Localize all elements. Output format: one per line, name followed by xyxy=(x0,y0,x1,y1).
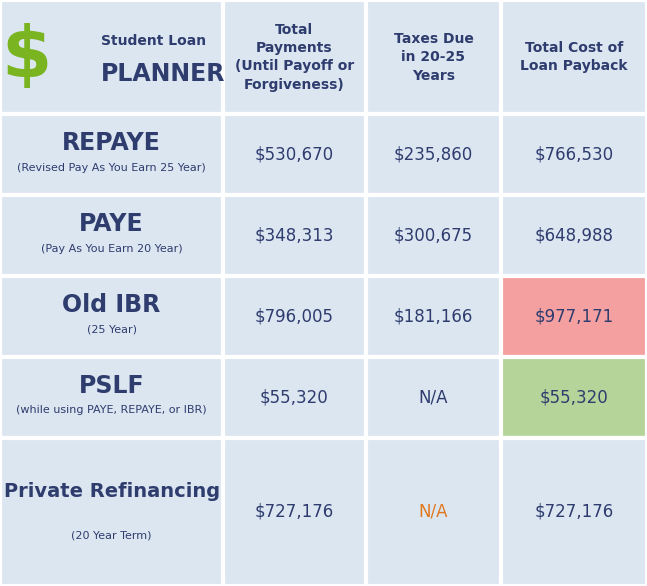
Bar xyxy=(501,195,647,276)
Text: PSLF: PSLF xyxy=(79,374,144,398)
Bar xyxy=(0,114,223,195)
Text: $727,176: $727,176 xyxy=(255,503,334,521)
Text: (Revised Pay As You Earn 25 Year): (Revised Pay As You Earn 25 Year) xyxy=(17,163,206,173)
Bar xyxy=(223,0,366,114)
Text: PAYE: PAYE xyxy=(80,212,144,236)
Bar xyxy=(501,438,647,586)
Bar xyxy=(0,195,223,276)
Bar xyxy=(501,0,647,114)
Text: $648,988: $648,988 xyxy=(534,227,614,244)
Bar xyxy=(223,438,366,586)
Text: $: $ xyxy=(2,23,52,91)
Text: $55,320: $55,320 xyxy=(540,389,609,406)
Text: Student Loan: Student Loan xyxy=(101,34,206,47)
Text: $977,171: $977,171 xyxy=(534,308,614,325)
Text: $727,176: $727,176 xyxy=(534,503,614,521)
Text: (while using PAYE, REPAYE, or IBR): (while using PAYE, REPAYE, or IBR) xyxy=(16,406,207,415)
Bar xyxy=(366,276,501,357)
Text: PLANNER: PLANNER xyxy=(101,62,226,86)
Text: Total
Payments
(Until Payoff or
Forgiveness): Total Payments (Until Payoff or Forgiven… xyxy=(235,22,354,92)
Bar xyxy=(223,114,366,195)
Text: $300,675: $300,675 xyxy=(394,227,473,244)
Text: $530,670: $530,670 xyxy=(255,146,334,163)
Text: (20 Year Term): (20 Year Term) xyxy=(71,530,152,541)
Text: $348,313: $348,313 xyxy=(255,227,334,244)
Bar xyxy=(501,276,647,357)
Bar xyxy=(0,357,223,438)
Bar xyxy=(223,195,366,276)
Text: $766,530: $766,530 xyxy=(534,146,614,163)
Text: N/A: N/A xyxy=(419,503,448,521)
Text: $796,005: $796,005 xyxy=(255,308,334,325)
Text: (25 Year): (25 Year) xyxy=(87,325,137,335)
Bar xyxy=(366,195,501,276)
Text: $55,320: $55,320 xyxy=(260,389,329,406)
Bar xyxy=(501,357,647,438)
Text: REPAYE: REPAYE xyxy=(62,131,161,155)
Text: $235,860: $235,860 xyxy=(394,146,473,163)
Text: $181,166: $181,166 xyxy=(394,308,473,325)
Text: N/A: N/A xyxy=(419,389,448,406)
Text: (Pay As You Earn 20 Year): (Pay As You Earn 20 Year) xyxy=(41,244,182,254)
Text: Private Refinancing: Private Refinancing xyxy=(3,482,220,500)
Bar xyxy=(366,438,501,586)
Bar xyxy=(366,357,501,438)
Bar xyxy=(0,438,223,586)
Bar xyxy=(501,114,647,195)
Text: Taxes Due
in 20-25
Years: Taxes Due in 20-25 Years xyxy=(393,32,474,83)
Bar xyxy=(0,0,223,114)
Bar xyxy=(223,357,366,438)
Bar xyxy=(366,0,501,114)
Text: Old IBR: Old IBR xyxy=(63,293,160,317)
Bar xyxy=(366,114,501,195)
Bar xyxy=(0,276,223,357)
Text: Total Cost of
Loan Payback: Total Cost of Loan Payback xyxy=(520,41,628,73)
Bar xyxy=(223,276,366,357)
